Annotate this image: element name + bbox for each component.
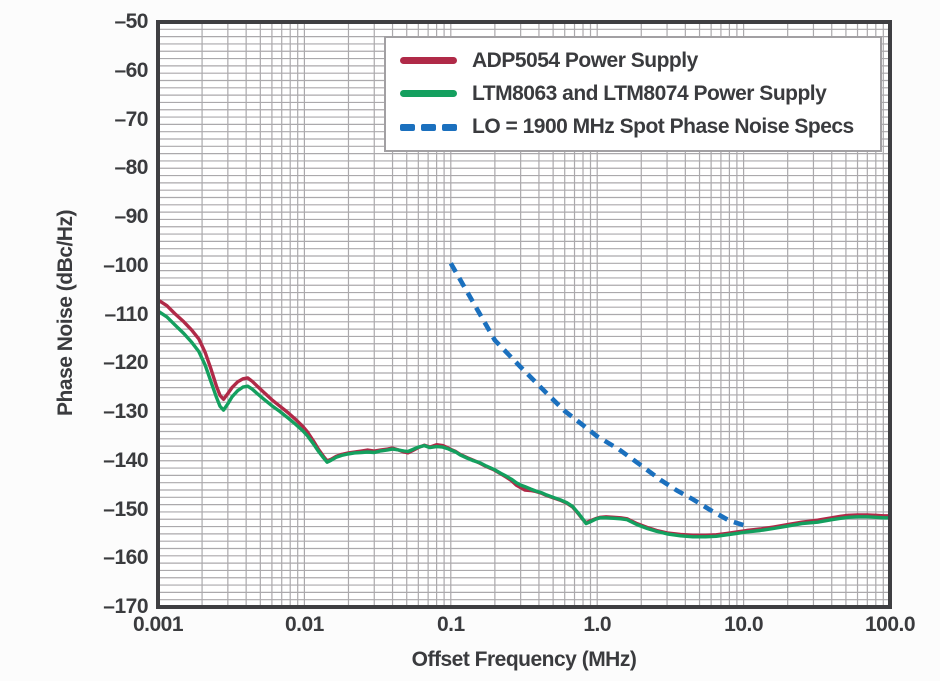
y-tick-label: –130 (103, 400, 148, 423)
legend-label: LO = 1900 MHz Spot Phase Noise Specs (472, 115, 854, 139)
x-tick-label: 100.0 (864, 613, 916, 636)
x-tick-label: 0.01 (284, 613, 324, 636)
x-tick-label: 10.0 (724, 613, 764, 636)
x-tick-label: 1.0 (583, 613, 612, 636)
y-tick-label: –90 (114, 205, 148, 228)
y-tick-label: –140 (103, 448, 148, 472)
x-tick-label: 0.1 (436, 613, 465, 636)
legend: ADP5054 Power Supply LTM8063 and LTM8074… (384, 36, 882, 152)
x-tick-label: 0.001 (132, 613, 184, 636)
x-axis-title: Offset Frequency (MHz) (411, 648, 637, 671)
y-axis-title: Phase Noise (dBc/Hz) (54, 210, 77, 416)
y-tick-label: –80 (114, 156, 148, 180)
y-tick-label: –120 (103, 351, 148, 375)
legend-item-lo-spec: LO = 1900 MHz Spot Phase Noise Specs (400, 115, 872, 139)
y-tick-label: –60 (114, 58, 148, 82)
lo-spec-dashed-swatch (400, 123, 457, 131)
y-tick-label: –70 (114, 107, 148, 131)
legend-item-adp5054: ADP5054 Power Supply (400, 49, 872, 73)
y-tick-label: –50 (114, 10, 148, 33)
adp5054-line-swatch (400, 57, 457, 65)
y-tick-label: –160 (103, 546, 148, 570)
y-tick-label: –170 (103, 595, 148, 618)
y-tick-label: –110 (104, 302, 148, 326)
y-tick-label: –150 (103, 497, 148, 521)
legend-label: ADP5054 Power Supply (472, 48, 698, 72)
legend-item-ltm8063-ltm8074: LTM8063 and LTM8074 Power Supply (400, 82, 872, 106)
legend-label: LTM8063 and LTM8074 Power Supply (472, 81, 827, 105)
ltm-line-swatch (400, 90, 457, 98)
y-tick-label: –100 (103, 253, 148, 277)
